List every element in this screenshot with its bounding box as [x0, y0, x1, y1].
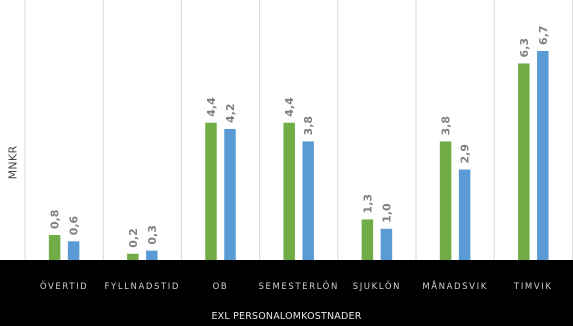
bar [127, 253, 139, 260]
data-labels: 0,8 0,6 0,2 0,3 4,4 4,2 4,4 3,8 1,3 1,0 3,8 2,9 6,3 6… [49, 25, 550, 247]
bar [302, 141, 314, 260]
bars [48, 50, 549, 261]
data-label: 4,4 [283, 97, 296, 117]
category-tick-label: MÅNADSVIK [422, 280, 488, 292]
data-label: 0,3 [146, 225, 159, 245]
data-label: 6,3 [518, 38, 531, 58]
bar [67, 241, 80, 260]
data-label: 4,2 [224, 103, 237, 123]
category-tick-labels: ÖVERTID FYLLNADSTID OB SEMESTERLÖN SJUKLÖN MÅ… [40, 280, 553, 292]
bar [537, 50, 549, 261]
category-tick-label: SJUKLÖN [353, 281, 401, 292]
data-label: 2,9 [459, 144, 472, 164]
data-label: 0,6 [68, 215, 81, 235]
bar [518, 63, 530, 260]
bar [361, 219, 374, 260]
bar [439, 141, 452, 260]
data-label: 6,7 [537, 25, 550, 45]
bar [224, 128, 236, 260]
bar [380, 228, 393, 260]
bar [146, 250, 158, 260]
category-tick-label: SEMESTERLÖN [258, 281, 338, 292]
data-label: 0,8 [49, 210, 62, 230]
category-tick-label: TIMVIK [513, 282, 553, 292]
category-tick-label: OB [213, 282, 229, 292]
y-axis-title: MNKR [1, 144, 25, 184]
data-label: 4,4 [205, 97, 218, 117]
bar [458, 169, 471, 260]
data-label: 1,3 [361, 194, 374, 214]
axis-band [0, 260, 573, 326]
category-tick-label: ÖVERTID [40, 281, 88, 292]
category-tick-label: FYLLNADSTID [105, 282, 181, 292]
x-axis-title: EXL PERSONALOMKOSTNADER [211, 311, 362, 322]
data-label: 3,8 [302, 116, 315, 136]
bar [205, 122, 217, 260]
data-label: 3,8 [440, 116, 453, 136]
bar [48, 235, 61, 260]
category-separators [24, 0, 573, 260]
bar [283, 122, 295, 260]
y-axis-title-text: MNKR [6, 145, 20, 180]
data-label: 0,2 [127, 228, 140, 248]
data-label: 1,0 [380, 203, 393, 223]
